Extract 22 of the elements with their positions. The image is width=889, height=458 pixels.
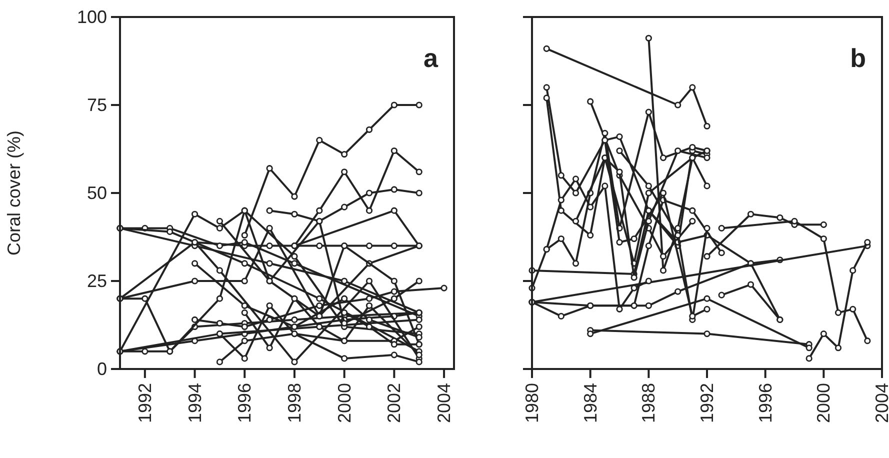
x-tick-label: 1996 <box>234 383 255 424</box>
x-tick-label: 1988 <box>638 383 659 424</box>
x-tick-label: 1996 <box>755 383 776 424</box>
x-tick-label: 1992 <box>134 383 155 424</box>
x-tick-label: 1984 <box>580 383 600 424</box>
annotation: a <box>424 43 439 73</box>
x-tick-label: 1980 <box>522 383 542 424</box>
y-tick-label: 25 <box>86 271 107 291</box>
y-axis-title: Coral cover (%) <box>4 130 24 256</box>
annotation: b <box>850 43 866 73</box>
y-tick-label: 50 <box>86 183 107 203</box>
x-tick-label: 2000 <box>334 383 354 424</box>
x-tick-label: 2002 <box>384 383 404 424</box>
x-tick-label: 2000 <box>814 383 834 424</box>
x-tick-label: 1992 <box>697 383 717 424</box>
x-tick-label: 1998 <box>284 383 304 424</box>
y-tick-label: 75 <box>86 95 107 115</box>
y-tick-label: 0 <box>96 359 107 379</box>
x-tick-label: 2004 <box>434 383 454 424</box>
y-tick-label: 100 <box>76 7 107 27</box>
x-tick-label: 2004 <box>872 383 889 424</box>
x-tick-label: 1994 <box>184 383 205 424</box>
